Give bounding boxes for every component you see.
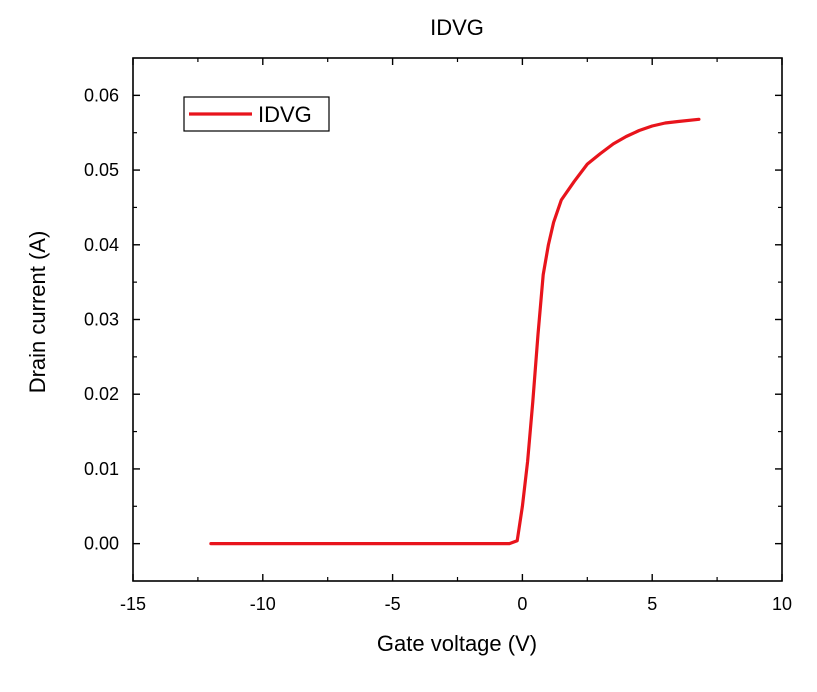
x-tick-label: -10 <box>250 594 276 614</box>
series-line-idvg <box>209 117 701 546</box>
legend-label-idvg: IDVG <box>258 102 312 127</box>
y-tick-label: 0.04 <box>84 235 119 255</box>
x-tick-label: 5 <box>647 594 657 614</box>
y-tick-label: 0.02 <box>84 384 119 404</box>
ticks-layer: -15 -10 -5 0 5 10 0.00 0.01 0.02 0.03 0.04 0.05 0.06 <box>84 58 792 614</box>
y-tick-label: 0.06 <box>84 85 119 105</box>
plot-frame <box>132 57 783 582</box>
x-tick-label: 0 <box>517 594 527 614</box>
chart-title: IDVG <box>430 15 484 40</box>
series-layer <box>209 117 701 546</box>
x-tick-label: -5 <box>385 594 401 614</box>
x-tick-label: 10 <box>772 594 792 614</box>
y-tick-label: 0.03 <box>84 310 119 330</box>
y-tick-label: 0.05 <box>84 160 119 180</box>
y-tick-label: 0.01 <box>84 459 119 479</box>
x-axis-label: Gate voltage (V) <box>377 631 537 656</box>
y-tick-label: 0.00 <box>84 534 119 554</box>
y-axis-label: Drain current (A) <box>25 231 50 394</box>
legend: IDVG <box>183 96 330 132</box>
x-tick-label: -15 <box>120 594 146 614</box>
